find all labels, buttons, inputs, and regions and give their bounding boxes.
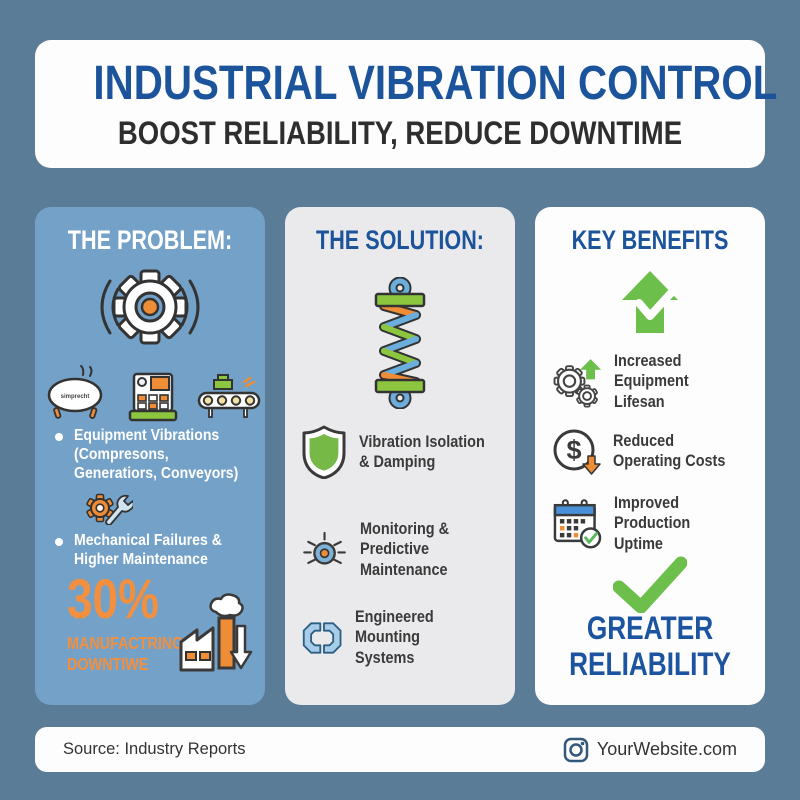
problem-bullet-list: Equipment Vibrations (Compresons, Genera… (55, 427, 263, 569)
machines-row: simprecht (43, 365, 261, 423)
list-item: Vibration Isolation & Damping (301, 425, 507, 479)
factory-downtime-icon (179, 593, 253, 672)
benefit-item-label: Reduced Operating Costs (613, 430, 726, 470)
solution-heading: THE SOLUTION: (316, 225, 484, 255)
solution-panel: THE SOLUTION: Vibration Isolation & Damp… (285, 207, 515, 705)
up-arrow-check-icon (622, 271, 678, 333)
stat-value: 30% (67, 567, 159, 630)
solution-item-label: Monitoring & Predictive Maintenance (360, 519, 450, 579)
gear-wrench-icon-wrap (85, 487, 263, 530)
conveyor-icon (197, 374, 261, 418)
stat-label: MANUFACTRING DOWNTIWE (67, 633, 184, 674)
page-title: INDUSTRIAL VIBRATION CONTROL (93, 57, 778, 110)
problem-heading: THE PROBLEM: (67, 225, 233, 255)
footer-website-group: YourWebsite.com (563, 737, 737, 763)
downtime-stat: 30% MANUFACTRING DOWNTIWE (67, 571, 209, 675)
list-item: Monitoring & Predictive Maintenance (301, 519, 515, 580)
bullet-text: Equipment Vibrations (Compresons, Genera… (74, 427, 239, 482)
dollar-down-icon: $ (553, 429, 601, 475)
list-item: Improved Production Uptime (551, 493, 765, 554)
benefits-heading: KEY BENEFITS (571, 225, 729, 255)
bullet-dot (55, 433, 63, 441)
solution-item-label: Engineered Mounting Systems (355, 607, 434, 667)
benefits-panel: KEY BENEFITS (535, 207, 765, 705)
problem-panel: THE PROBLEM: (35, 207, 265, 705)
control-panel-icon (128, 372, 178, 422)
instagram-icon (563, 737, 589, 762)
list-item: Engineered Mounting Systems (301, 607, 515, 668)
bullet-text: Mechanical Failures & Higher Maintenance (74, 531, 222, 568)
compressor-icon: simprecht (47, 365, 103, 419)
calendar-check-icon (553, 498, 602, 549)
header-card: INDUSTRIAL VIBRATION CONTROL BOOST RELIA… (35, 40, 778, 168)
website-text: YourWebsite.com (596, 739, 737, 759)
mount-brackets-icon (302, 621, 342, 654)
list-item: $ Reduced Operating Costs (551, 425, 745, 477)
dollar-symbol: $ (566, 435, 581, 465)
sensor-icon (303, 531, 346, 565)
factory-icon-wrap (177, 592, 253, 689)
list-item: Equipment Vibrations (Compresons, Genera… (55, 427, 263, 484)
gear-wrench-icon (86, 493, 135, 526)
bullet-dot (55, 537, 63, 546)
gears-up-arrow-icon (553, 358, 602, 408)
list-item: Mechanical Failures & Higher Maintenance (55, 532, 263, 570)
page-subtitle: BOOST RELIABILITY, REDUCE DOWNTIME (117, 115, 683, 151)
benefit-highlight: GREATER RELIABILITY (569, 610, 731, 682)
isolation-spring-icon (374, 277, 426, 409)
solution-item-label: Vibration Isolation & Damping (359, 431, 485, 471)
benefit-item-label: Improved Production Uptime (614, 493, 691, 553)
footer-bar: Source: Industry Reports YourWebsite.com (35, 727, 765, 772)
benefit-item-label: Increased Equipment Lifesan (613, 351, 689, 411)
source-text: Source: Industry Reports (63, 740, 246, 758)
compressor-label: simprecht (61, 394, 90, 400)
list-item: Increased Equipment Lifesan (551, 351, 765, 412)
big-checkmark-icon (613, 556, 687, 613)
shield-icon (302, 425, 346, 479)
vibrating-gear-icon (100, 269, 200, 345)
